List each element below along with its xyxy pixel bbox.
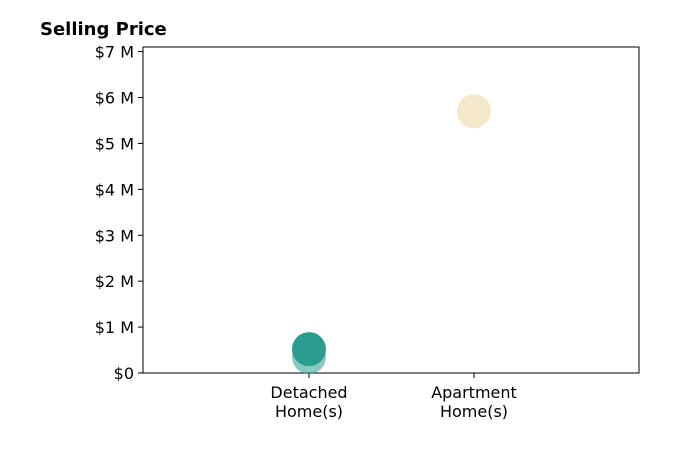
y-tick-label: $7 M xyxy=(95,43,134,62)
y-tick-label: $6 M xyxy=(95,89,134,108)
data-point xyxy=(457,94,491,129)
x-tick-label: Apartment Home(s) xyxy=(431,383,517,421)
plot-area-frame xyxy=(142,46,640,374)
chart-title: Selling Price xyxy=(40,19,167,40)
y-tick-label: $3 M xyxy=(95,226,134,245)
y-tick-label: $1 M xyxy=(95,318,134,337)
x-axis: Detached Home(s) Apartment Home(s) xyxy=(270,373,517,421)
data-point xyxy=(292,332,326,367)
y-tick-label: $0 xyxy=(114,364,134,383)
y-tick-label: $2 M xyxy=(95,272,134,291)
y-tick-label: $5 M xyxy=(95,134,134,153)
y-tick-label: $4 M xyxy=(95,180,134,199)
y-axis: $0 $1 M $2 M $3 M $4 M $5 M $6 M $7 M xyxy=(95,43,143,383)
x-tick-label: Detached Home(s) xyxy=(270,383,347,421)
data-points xyxy=(292,94,491,374)
